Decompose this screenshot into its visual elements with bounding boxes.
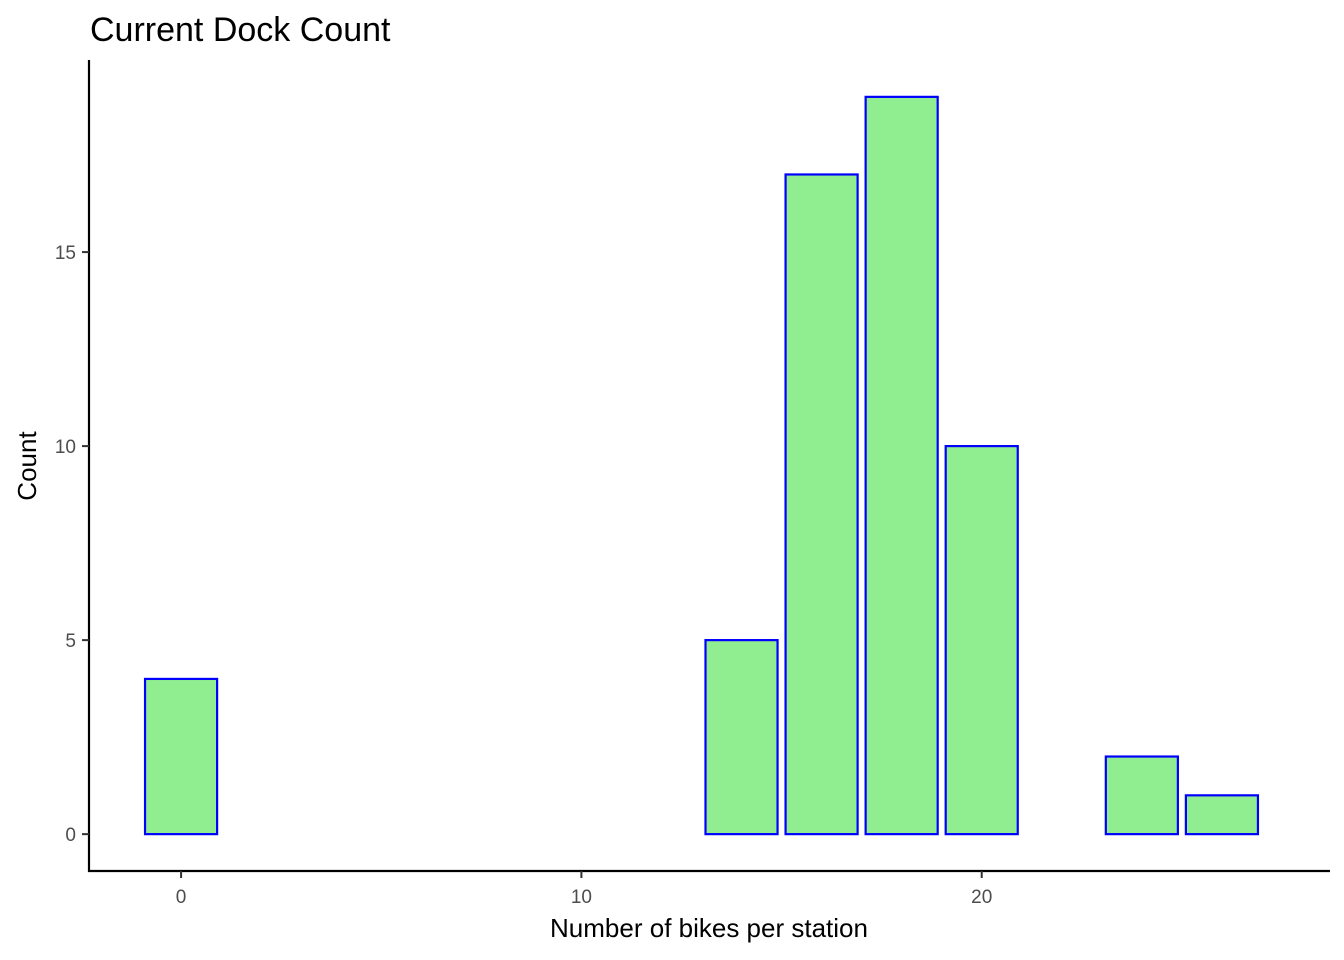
y-tick-label-5: 5 [65,631,76,652]
histogram-bar-6 [1184,794,1260,836]
y-tick-label-15: 15 [55,243,76,264]
x-axis-label: Number of bikes per station [550,913,868,943]
x-tick-label-20: 20 [971,887,992,908]
y-tick-label-0: 0 [65,825,76,846]
histogram-bar-3 [864,95,939,836]
y-ticks-group: 0 5 10 15 [55,243,89,846]
histogram-bar-1 [704,639,779,836]
x-tick-label-0: 0 [176,887,187,908]
x-tick-label-10: 10 [571,887,592,908]
chart-title: Current Dock Count [90,11,391,49]
histogram-bar-5 [1104,755,1179,836]
y-axis-label: Count [12,431,42,501]
histogram-bar-0 [143,677,219,836]
y-tick-label-10: 10 [55,437,76,458]
histogram-bar-4 [944,444,1019,836]
x-ticks-group: 0 10 20 [176,871,992,908]
histogram-bar-2 [784,173,859,836]
bars-group [143,95,1260,836]
